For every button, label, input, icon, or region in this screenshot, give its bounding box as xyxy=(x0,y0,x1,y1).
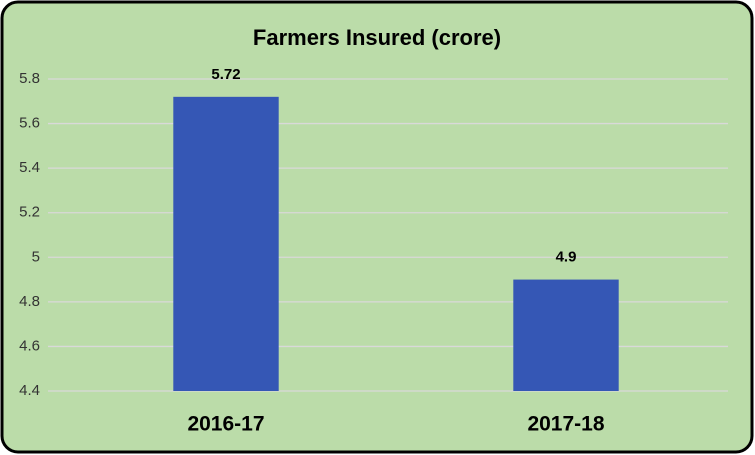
bar xyxy=(513,279,619,391)
data-label: 4.9 xyxy=(556,249,577,266)
y-tick-label: 4.6 xyxy=(19,337,40,354)
y-tick-label: 5.2 xyxy=(19,204,40,221)
bar xyxy=(173,96,279,391)
chart-title: Farmers Insured (crore) xyxy=(253,25,501,50)
y-tick-label: 5.8 xyxy=(19,70,40,87)
x-tick-label: 2016-17 xyxy=(187,413,264,436)
y-tick-label: 4.8 xyxy=(19,293,40,310)
y-tick-label: 5 xyxy=(32,248,40,265)
x-tick-label: 2017-18 xyxy=(527,413,604,436)
y-tick-label: 5.6 xyxy=(19,115,40,132)
data-label: 5.72 xyxy=(211,66,240,83)
y-tick-label: 4.4 xyxy=(19,382,40,399)
y-tick-label: 5.4 xyxy=(19,159,40,176)
